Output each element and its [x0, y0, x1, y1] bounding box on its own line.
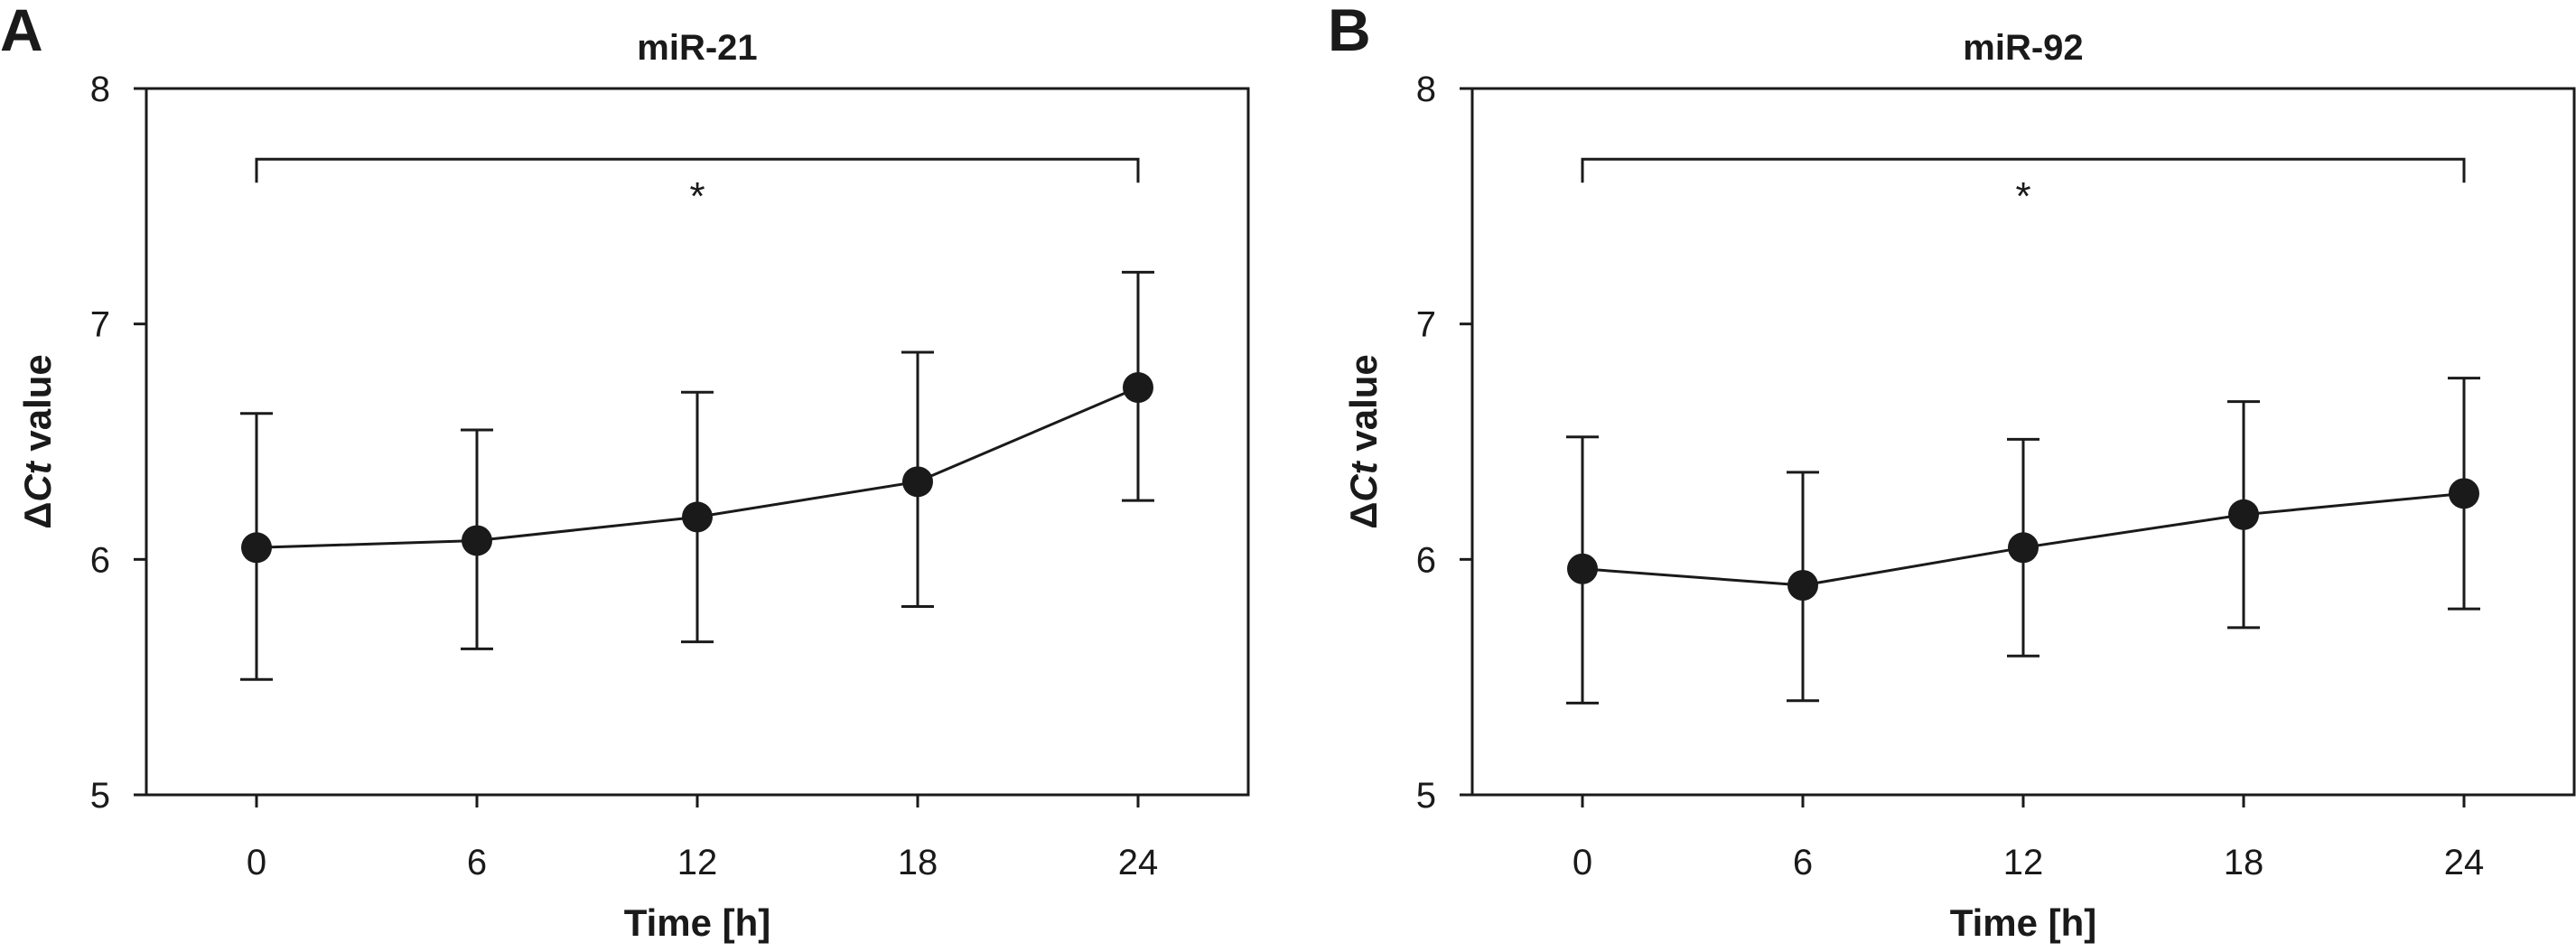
x-tick-label: 24: [2444, 843, 2485, 882]
y-axis-label-ct: Ct: [16, 460, 59, 501]
x-tick-label: 0: [247, 843, 266, 882]
data-point: [241, 532, 272, 564]
y-tick-label: 7: [1416, 305, 1436, 345]
data-point: [1787, 570, 1818, 602]
y-axis-label-delta: Δ: [1342, 502, 1385, 529]
significance-bracket: [1581, 157, 2466, 183]
y-axis-label-rest: value: [16, 354, 59, 462]
significance-marker: *: [2015, 174, 2030, 219]
x-tick-label: 18: [2224, 843, 2264, 882]
panel-label: A: [0, 0, 43, 63]
significance-bracket: [255, 157, 1140, 183]
data-point: [2449, 478, 2479, 509]
x-axis-label: Time [h]: [624, 901, 771, 944]
y-axis-label: ΔCt value: [1342, 354, 1385, 529]
x-tick-label: 6: [467, 843, 487, 882]
x-tick-label: 12: [2003, 843, 2044, 882]
x-tick-label: 12: [677, 843, 718, 882]
y-tick-label: 8: [90, 70, 110, 109]
data-point: [682, 501, 713, 533]
x-tick-label: 0: [1573, 843, 1592, 882]
y-axis-label: ΔCt value: [16, 354, 59, 529]
x-axis-label: Time [h]: [1950, 901, 2097, 944]
x-tick-label: 6: [1793, 843, 1813, 882]
data-point: [2008, 532, 2039, 564]
chart-title: miR-21: [637, 28, 757, 68]
y-tick-label: 7: [90, 305, 110, 345]
x-tick-label: 18: [898, 843, 938, 882]
y-tick-label: 5: [90, 776, 110, 816]
y-axis-label-ct: Ct: [1342, 460, 1385, 501]
y-axis-label-rest: value: [1342, 354, 1385, 462]
y-tick-label: 6: [90, 540, 110, 580]
x-tick-label: 24: [1118, 843, 1159, 882]
y-axis-label-delta: Δ: [16, 502, 59, 529]
data-point: [902, 466, 933, 498]
y-tick-label: 6: [1416, 540, 1436, 580]
data-point: [1567, 553, 1598, 584]
chart-title: miR-92: [1963, 28, 2083, 68]
data-point: [2228, 499, 2259, 530]
significance-marker: *: [689, 174, 705, 219]
data-point: [1123, 372, 1153, 404]
y-tick-label: 8: [1416, 70, 1436, 109]
data-point: [462, 525, 492, 556]
y-tick-label: 5: [1416, 776, 1436, 816]
panel-label: B: [1328, 0, 1371, 63]
